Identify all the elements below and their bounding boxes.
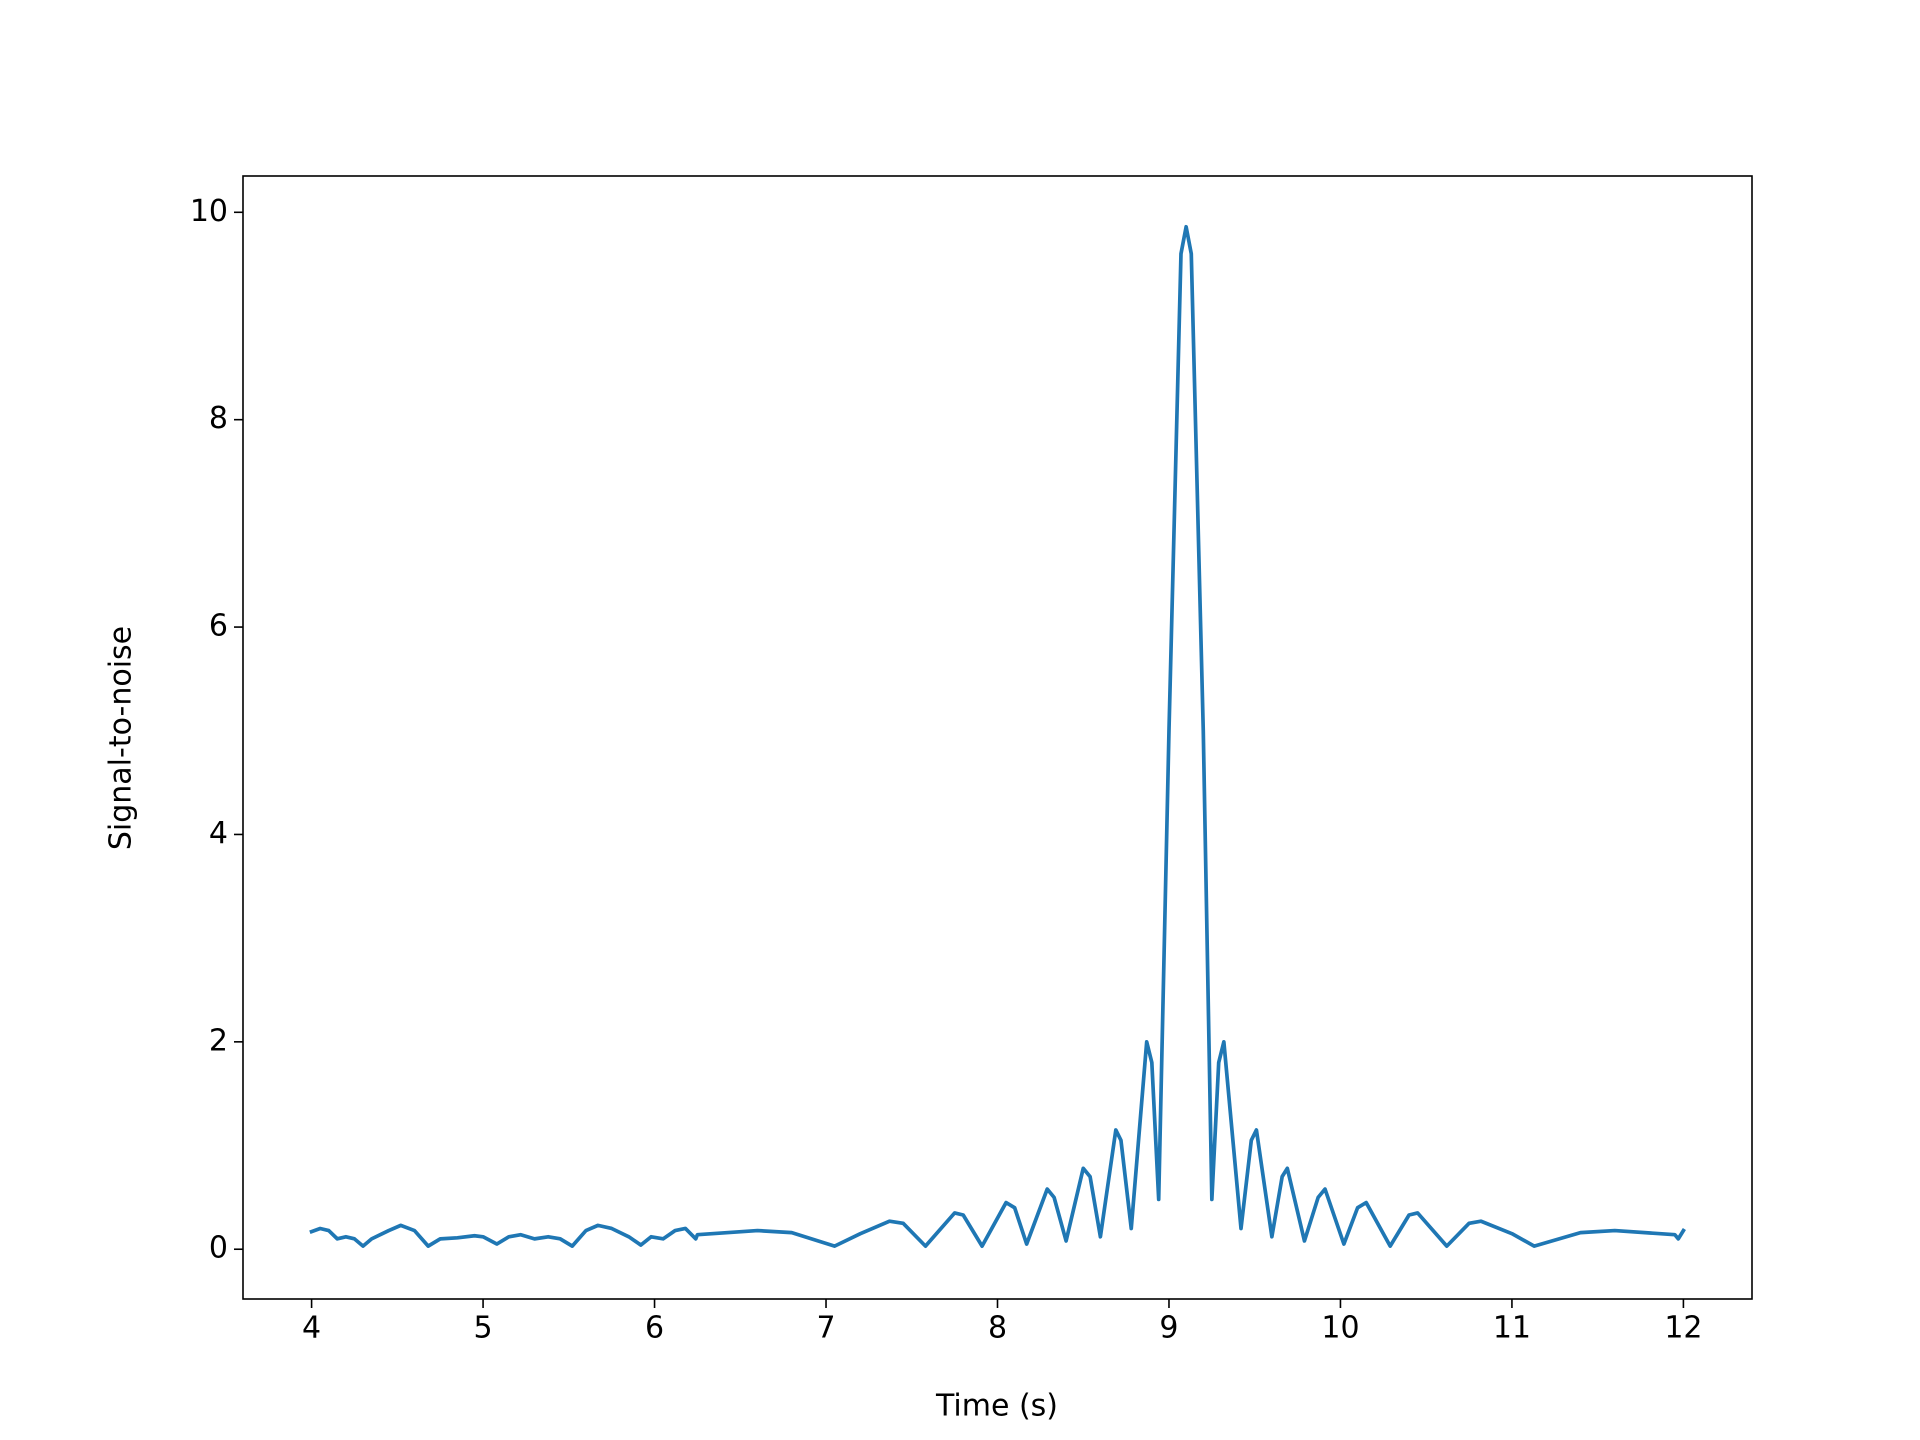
- x-tick-label: 10: [1321, 1311, 1359, 1346]
- x-tick-label: 11: [1493, 1311, 1531, 1346]
- x-tick-label: 6: [645, 1311, 664, 1346]
- x-tick-label: 5: [474, 1311, 493, 1346]
- y-tick-label: 8: [209, 401, 228, 436]
- y-tick-label: 0: [209, 1231, 228, 1266]
- y-tick-label: 10: [190, 194, 228, 229]
- plot-frame: [242, 175, 1753, 1300]
- x-tick-label: 4: [302, 1311, 321, 1346]
- y-tick-label: 4: [209, 816, 228, 851]
- y-axis-label: Signal-to-noise: [104, 626, 139, 850]
- x-tick-label: 7: [816, 1311, 835, 1346]
- x-tick-label: 8: [988, 1311, 1007, 1346]
- y-tick-label: 6: [209, 609, 228, 644]
- y-tick-label: 2: [209, 1023, 228, 1058]
- x-tick-label: 12: [1664, 1311, 1702, 1346]
- x-tick-label: 9: [1159, 1311, 1178, 1346]
- x-axis-label: Time (s): [935, 1389, 1058, 1424]
- signal-line: [309, 224, 1686, 1248]
